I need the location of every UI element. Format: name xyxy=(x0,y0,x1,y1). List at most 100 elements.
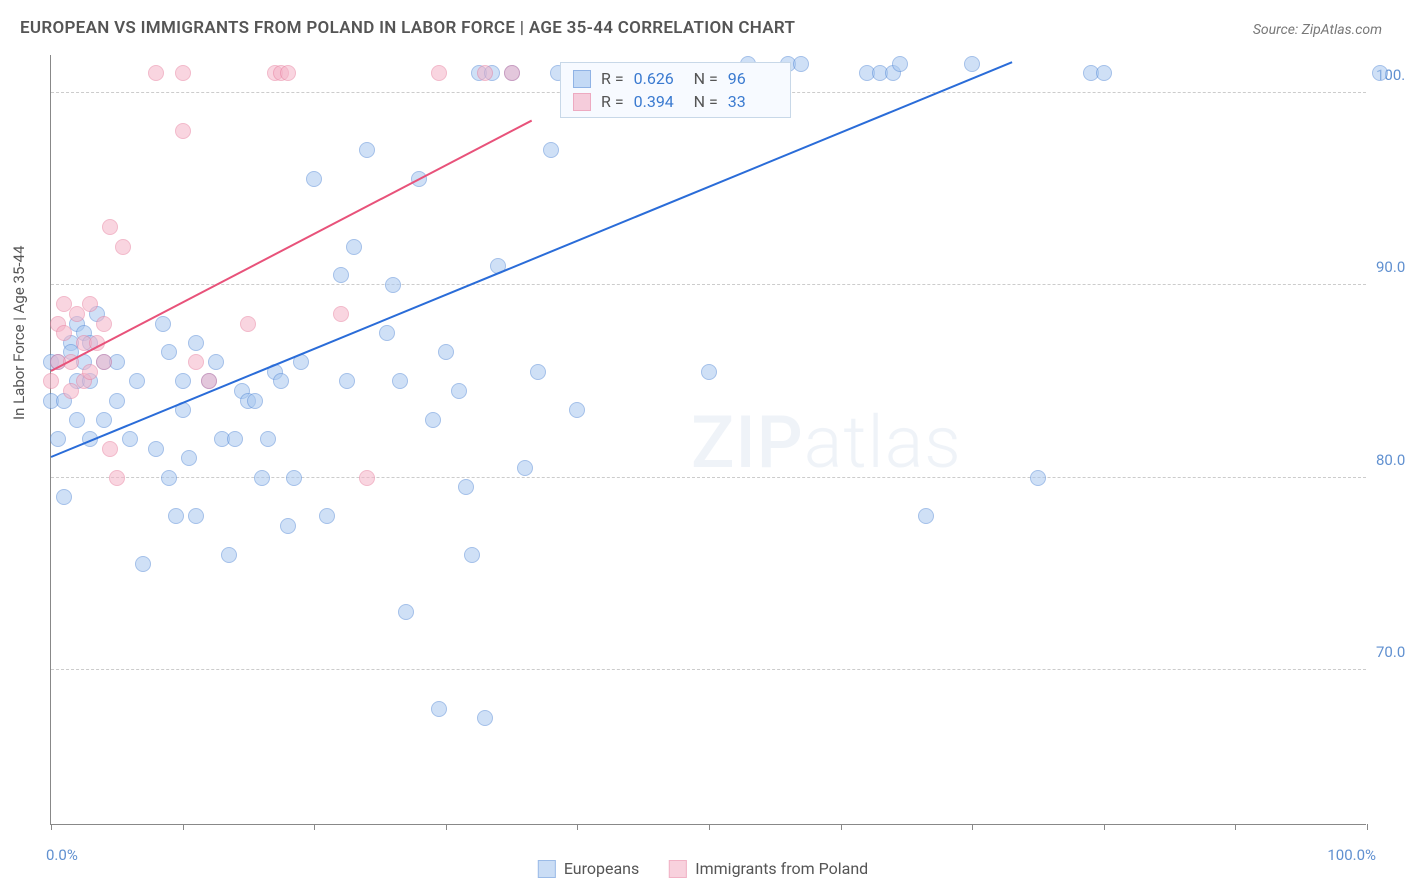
scatter-point xyxy=(56,489,72,505)
scatter-point xyxy=(280,65,296,81)
x-tick xyxy=(1104,824,1105,830)
stats-n-label: N = xyxy=(694,69,718,88)
scatter-point xyxy=(438,344,454,360)
scatter-point xyxy=(115,239,131,255)
gridline xyxy=(51,477,1366,478)
scatter-point xyxy=(385,277,401,293)
watermark-thin: atlas xyxy=(804,400,962,485)
legend: Europeans Immigrants from Poland xyxy=(538,859,868,878)
scatter-point xyxy=(188,354,204,370)
y-tick-label: 80.0% xyxy=(1376,451,1406,469)
scatter-point xyxy=(286,470,302,486)
x-tick xyxy=(51,824,52,830)
y-tick-label: 90.0% xyxy=(1376,258,1406,276)
scatter-point xyxy=(543,142,559,158)
x-tick xyxy=(446,824,447,830)
scatter-point xyxy=(260,431,276,447)
scatter-point xyxy=(109,393,125,409)
scatter-point xyxy=(458,479,474,495)
scatter-point xyxy=(82,296,98,312)
scatter-point xyxy=(1372,65,1388,81)
scatter-point xyxy=(359,470,375,486)
x-tick xyxy=(841,824,842,830)
correlation-stats-box: R = 0.626 N = 96 R = 0.394 N = 33 xyxy=(560,62,791,118)
plot-area: ZIPatlas 70.0%80.0%90.0%100.0% xyxy=(50,55,1366,825)
scatter-point xyxy=(964,56,980,72)
scatter-point xyxy=(129,373,145,389)
scatter-point xyxy=(425,412,441,428)
stats-r-label: R = xyxy=(601,69,624,88)
x-tick xyxy=(183,824,184,830)
scatter-point xyxy=(464,547,480,563)
x-tick xyxy=(314,824,315,830)
scatter-point xyxy=(168,508,184,524)
legend-label: Europeans xyxy=(564,859,639,878)
stats-n-label: N = xyxy=(694,92,718,111)
y-tick-label: 70.0% xyxy=(1376,643,1406,661)
scatter-point xyxy=(96,354,112,370)
scatter-point xyxy=(793,56,809,72)
stats-swatch xyxy=(573,70,591,88)
legend-swatch xyxy=(538,860,556,878)
scatter-point xyxy=(43,373,59,389)
scatter-point xyxy=(359,142,375,158)
scatter-point xyxy=(102,219,118,235)
scatter-point xyxy=(161,470,177,486)
stats-r-label: R = xyxy=(601,92,624,111)
scatter-point xyxy=(247,393,263,409)
y-axis-label: In Labor Force | Age 35-44 xyxy=(10,246,28,420)
scatter-point xyxy=(280,518,296,534)
chart-container: EUROPEAN VS IMMIGRANTS FROM POLAND IN LA… xyxy=(0,0,1406,892)
x-tick xyxy=(972,824,973,830)
scatter-point xyxy=(227,431,243,447)
scatter-point xyxy=(339,373,355,389)
chart-title: EUROPEAN VS IMMIGRANTS FROM POLAND IN LA… xyxy=(20,18,795,38)
stats-n-value: 96 xyxy=(728,69,778,88)
scatter-point xyxy=(892,56,908,72)
scatter-point xyxy=(221,547,237,563)
scatter-point xyxy=(109,470,125,486)
stats-r-value: 0.626 xyxy=(634,69,684,88)
gridline xyxy=(51,669,1366,670)
x-axis-max-label: 100.0% xyxy=(1327,846,1376,864)
stats-n-value: 33 xyxy=(728,92,778,111)
legend-item: Immigrants from Poland xyxy=(669,859,868,878)
x-tick xyxy=(1235,824,1236,830)
scatter-point xyxy=(181,450,197,466)
scatter-point xyxy=(398,604,414,620)
scatter-point xyxy=(201,373,217,389)
scatter-point xyxy=(346,239,362,255)
watermark: ZIPatlas xyxy=(691,400,962,485)
legend-item: Europeans xyxy=(538,859,639,878)
scatter-point xyxy=(161,344,177,360)
watermark-bold: ZIP xyxy=(691,400,804,485)
scatter-point xyxy=(333,306,349,322)
scatter-point xyxy=(208,354,224,370)
scatter-point xyxy=(188,335,204,351)
source-attribution: Source: ZipAtlas.com xyxy=(1253,22,1382,38)
scatter-point xyxy=(155,316,171,332)
scatter-point xyxy=(517,460,533,476)
scatter-point xyxy=(175,65,191,81)
scatter-point xyxy=(569,402,585,418)
stats-r-value: 0.394 xyxy=(634,92,684,111)
scatter-point xyxy=(319,508,335,524)
x-tick xyxy=(577,824,578,830)
scatter-point xyxy=(477,710,493,726)
scatter-point xyxy=(96,316,112,332)
scatter-point xyxy=(392,373,408,389)
scatter-point xyxy=(477,65,493,81)
scatter-point xyxy=(50,431,66,447)
scatter-point xyxy=(701,364,717,380)
scatter-point xyxy=(273,373,289,389)
scatter-point xyxy=(306,171,322,187)
scatter-point xyxy=(1096,65,1112,81)
scatter-point xyxy=(431,65,447,81)
scatter-point xyxy=(254,470,270,486)
x-tick xyxy=(1367,824,1368,830)
scatter-point xyxy=(175,373,191,389)
scatter-point xyxy=(96,412,112,428)
scatter-point xyxy=(918,508,934,524)
stats-row: R = 0.394 N = 33 xyxy=(573,90,778,113)
scatter-point xyxy=(175,123,191,139)
